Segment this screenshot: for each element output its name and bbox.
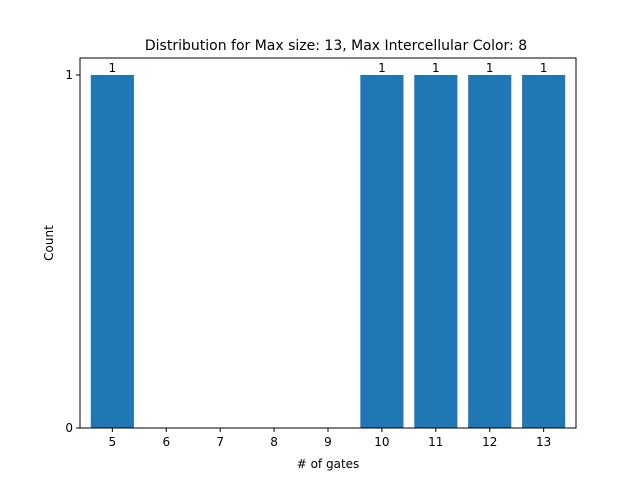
x-tick-label-7: 7 [216,435,224,449]
x-tick-label-11: 11 [428,435,443,449]
x-tick-label-12: 12 [482,435,497,449]
bar-13 [522,75,566,428]
bars-layer [90,75,566,428]
x-tick-label-13: 13 [536,435,551,449]
bar-10 [360,75,404,428]
data-label-13: 1 [540,61,548,75]
data-label-5: 1 [109,61,117,75]
x-tick-label-6: 6 [162,435,170,449]
data-labels-layer: 1 1 1 1 1 [109,61,548,75]
chart-title: Distribution for Max size: 13, Max Inter… [145,38,527,54]
y-tick-label-1: 1 [65,68,73,82]
bar-11 [414,75,458,428]
x-tick-label-9: 9 [324,435,332,449]
data-label-12: 1 [486,61,494,75]
y-axis-ticks: 01 [65,68,80,435]
x-axis-ticks: 5 6 7 8 9 10 11 12 13 [109,428,551,449]
data-label-11: 1 [432,61,440,75]
x-axis-label: # of gates [297,457,360,471]
y-tick-label-0: 0 [65,421,73,435]
x-tick-label-10: 10 [374,435,389,449]
data-label-10: 1 [378,61,386,75]
x-tick-label-5: 5 [109,435,117,449]
y-axis-label: Count [42,225,56,261]
bar-12 [468,75,512,428]
x-tick-label-8: 8 [270,435,278,449]
plot-frame [79,57,577,429]
bar-5 [90,75,134,428]
